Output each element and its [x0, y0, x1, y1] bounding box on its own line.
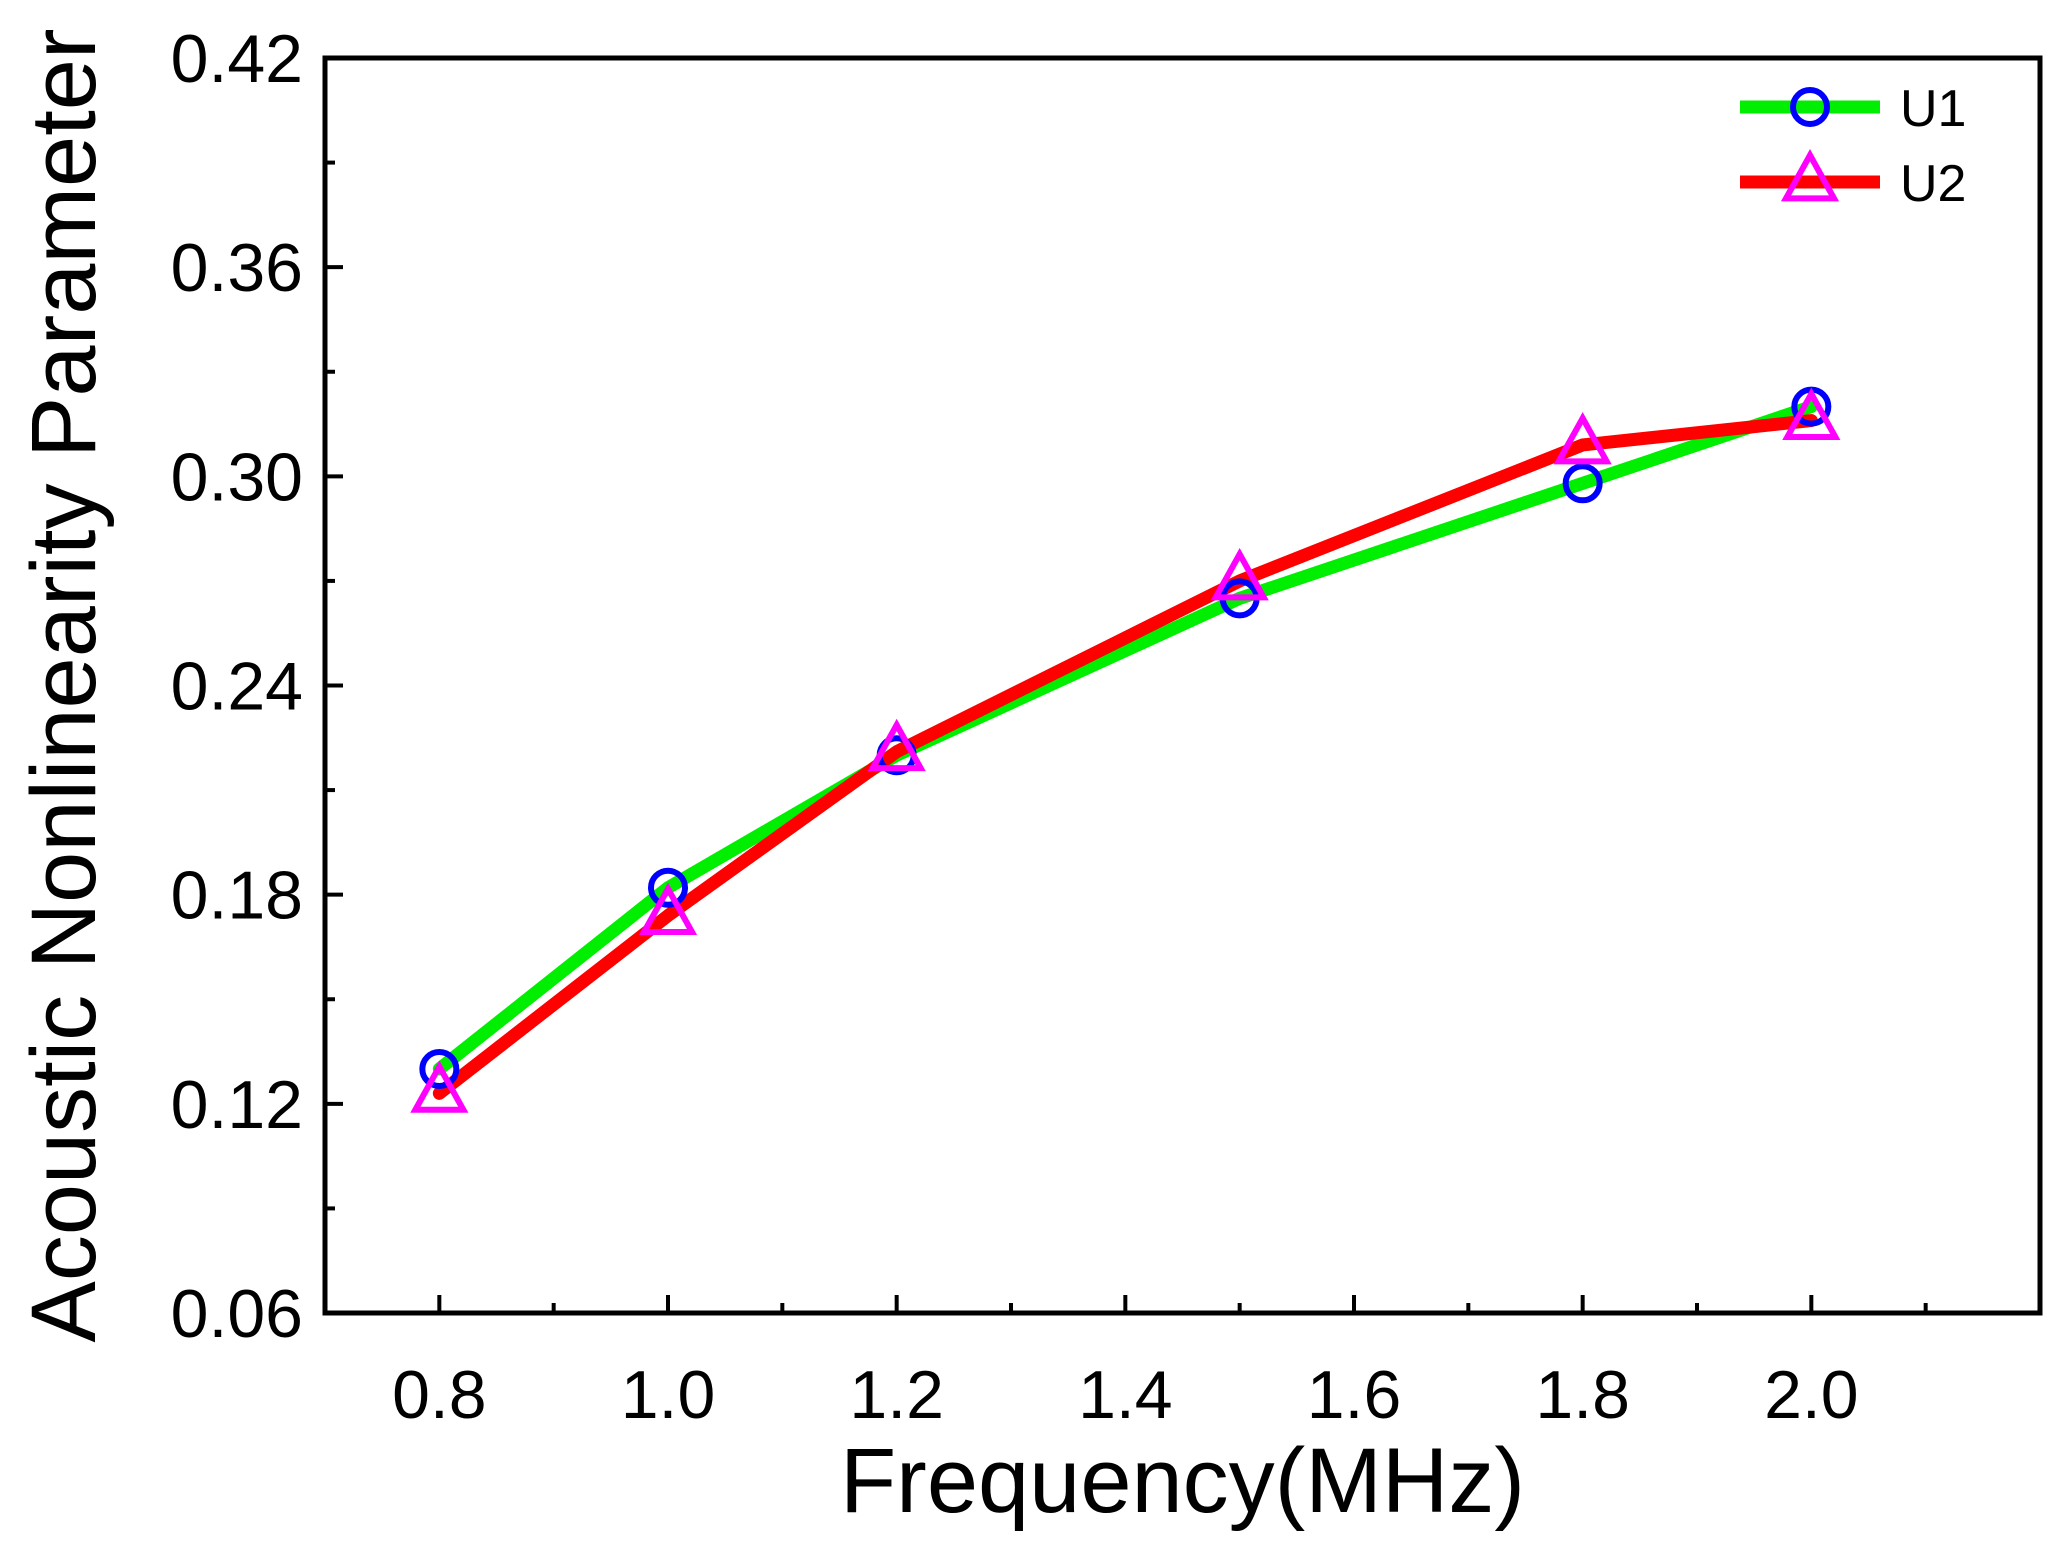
x-tick-label: 0.8 — [392, 1357, 487, 1433]
series-line-u2 — [432, 414, 1818, 1100]
y-tick-label: 0.24 — [171, 649, 303, 725]
x-tick-label: 1.4 — [1078, 1357, 1173, 1433]
series-lines — [432, 400, 1818, 1100]
legend: U1 U2 — [1740, 80, 1966, 213]
series-markers — [410, 386, 1841, 1113]
marker-u2 — [1210, 547, 1269, 601]
y-tick-marks — [325, 56, 343, 1315]
x-tick-label: 2.0 — [1764, 1357, 1859, 1433]
x-tick-label: 1.6 — [1307, 1357, 1402, 1433]
series-line-u1 — [432, 400, 1818, 1076]
y-tick-label: 0.12 — [171, 1067, 303, 1143]
marker-u2 — [638, 882, 698, 935]
marker-u2 — [1553, 411, 1612, 465]
y-tick-label: 0.06 — [171, 1276, 303, 1352]
plot-frame — [322, 55, 2043, 1316]
x-tick-marks — [323, 1295, 1928, 1313]
x-tick-labels: 0.8 1.0 1.2 1.4 1.6 1.8 2.0 — [392, 1357, 1859, 1433]
legend-label-u2: U2 — [1900, 155, 1966, 213]
marker-u1 — [1562, 463, 1603, 504]
y-tick-labels: 0.06 0.12 0.18 0.24 0.30 0.36 0.42 — [171, 21, 303, 1352]
y-tick-label: 0.30 — [171, 439, 303, 515]
marker-u1 — [648, 867, 688, 908]
y-tick-label: 0.42 — [171, 21, 303, 97]
x-tick-label: 1.0 — [621, 1357, 716, 1433]
x-axis-title: Frequency(MHz) — [840, 1430, 1525, 1532]
marker-u2 — [410, 1060, 469, 1113]
x-tick-label: 1.8 — [1535, 1357, 1630, 1433]
legend-marker-u2 — [1780, 149, 1840, 202]
marker-u2 — [1782, 387, 1841, 440]
y-axis-title: Acoustic Nonlinearity Parameter — [13, 28, 115, 1342]
legend-marker-u1 — [1790, 87, 1830, 127]
marker-u1 — [419, 1048, 460, 1089]
y-tick-label: 0.36 — [171, 230, 303, 306]
x-tick-label: 1.2 — [849, 1357, 944, 1433]
legend-label-u1: U1 — [1900, 80, 1966, 138]
y-tick-label: 0.18 — [171, 858, 303, 934]
marker-u2 — [867, 718, 926, 772]
